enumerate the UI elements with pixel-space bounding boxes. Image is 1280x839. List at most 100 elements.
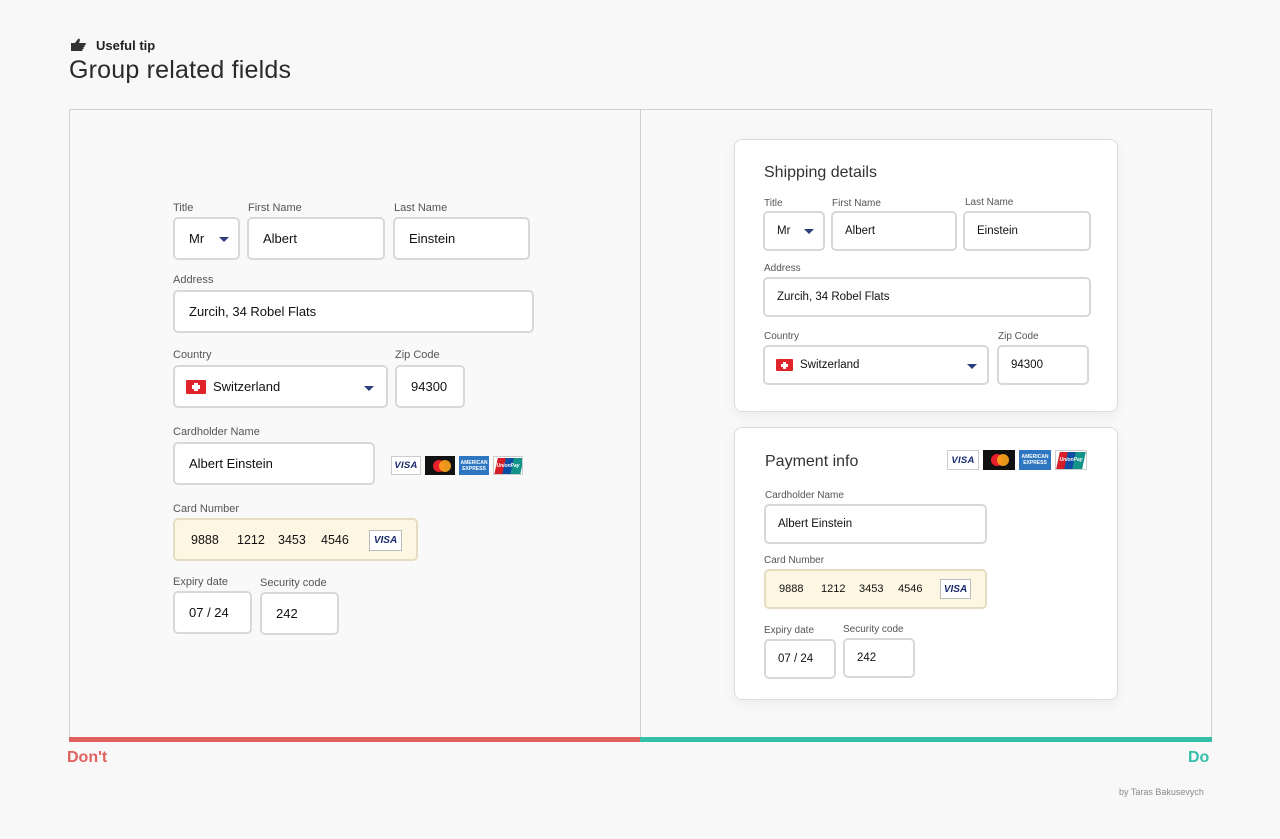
title-select[interactable]: Mr [173,217,240,260]
page-title: Group related fields [69,56,292,84]
chevron-down-icon [364,386,374,391]
card-number-input[interactable]: 9888 1212 3453 4546 VISA [173,518,418,561]
last-name-value: Einstein [977,225,1018,237]
address-input[interactable]: Zurcih, 34 Robel Flats [173,290,534,333]
security-value: 242 [276,606,298,621]
first-name-label: First Name [832,198,881,209]
card-segment: 3453 [278,533,306,547]
last-name-input[interactable]: Einstein [963,211,1091,251]
card-brand-logos: VISA AMERICAN EXPRESS UnionPay [947,450,1087,470]
country-select[interactable]: Switzerland [173,365,388,408]
unionpay-logo-icon: UnionPay [493,456,523,475]
first-name-label: First Name [248,202,302,214]
amex-logo-icon: AMERICAN EXPRESS [1019,450,1051,470]
title-select[interactable]: Mr [763,211,825,251]
amex-logo-icon: AMERICAN EXPRESS [459,456,489,475]
card-brand-logos: VISA AMERICAN EXPRESS UnionPay [391,456,523,475]
chevron-down-icon [967,364,977,369]
visa-logo-icon: VISA [391,456,421,475]
author-credit: by Taras Bakusevych [1119,787,1204,797]
expiry-label: Expiry date [173,576,229,588]
payment-info-card: Payment info VISA AMERICAN EXPRESS Union… [734,427,1118,700]
first-name-input[interactable]: Albert [247,217,385,260]
card-segment: 4546 [898,583,923,595]
unionpay-logo-icon: UnionPay [1055,450,1087,470]
country-label: Country [173,349,212,361]
card-number-input[interactable]: 9888 1212 3453 4546 VISA [764,569,987,609]
unionpay-logo-text: UnionPay [496,462,520,469]
tip-label: Useful tip [96,37,156,53]
card-number-label: Card Number [173,503,240,515]
zip-input[interactable]: 94300 [997,345,1089,385]
dont-bar [69,737,640,742]
comparison-divider [640,109,641,741]
first-name-input[interactable]: Albert [831,211,957,251]
payment-title: Payment info [765,453,859,470]
security-input[interactable]: 242 [843,638,915,678]
expiry-label: Expiry date [764,625,815,636]
unionpay-logo-text: UnionPay [1059,457,1083,463]
visa-logo-icon: VISA [369,530,402,551]
last-name-value: Einstein [409,231,456,246]
pointing-hand-icon [71,38,86,51]
chevron-down-icon [219,237,229,242]
security-label: Security code [843,624,904,635]
card-segment: 1212 [821,583,846,595]
zip-value: 94300 [411,379,448,394]
expiry-value: 07 / 24 [189,605,229,620]
security-label: Security code [260,577,327,589]
address-label: Address [764,263,801,274]
cardholder-input[interactable]: Albert Einstein [173,442,375,485]
title-label: Title [764,198,783,209]
tip-row: Useful tip [70,37,155,53]
mastercard-logo-icon [983,450,1015,470]
card-segment: 4546 [321,533,349,547]
country-select-value: Switzerland [800,359,860,371]
title-label: Title [173,202,194,214]
cardholder-label: Cardholder Name [173,426,260,438]
address-input[interactable]: Zurcih, 34 Robel Flats [763,277,1091,317]
title-select-value: Mr [189,231,205,246]
do-verdict: Do [1188,749,1210,766]
do-bar [640,737,1212,742]
expiry-value: 07 / 24 [778,653,814,665]
card-segment: 9888 [191,533,219,547]
swiss-flag-icon [186,379,206,394]
card-segment: 1212 [237,533,265,547]
card-segment: 9888 [779,583,804,595]
zip-label: Zip Code [395,349,440,361]
first-name-value: Albert [845,225,876,237]
dont-verdict: Don't [67,749,108,766]
zip-label: Zip Code [998,331,1039,342]
expiry-input[interactable]: 07 / 24 [173,591,252,634]
card-segment: 3453 [859,583,884,595]
chevron-down-icon [804,229,814,234]
cardholder-input[interactable]: Albert Einstein [764,504,987,544]
cardholder-label: Cardholder Name [765,490,844,501]
expiry-input[interactable]: 07 / 24 [764,639,836,679]
visa-logo-icon: VISA [947,450,979,470]
shipping-title: Shipping details [764,164,877,181]
country-select[interactable]: Switzerland [763,345,989,385]
country-label: Country [764,331,800,342]
title-select-value: Mr [777,225,791,237]
last-name-input[interactable]: Einstein [393,217,530,260]
visa-logo-icon: VISA [940,579,971,599]
last-name-label: Last Name [965,197,1014,208]
address-value: Zurcih, 34 Robel Flats [189,304,317,319]
address-label: Address [173,274,214,286]
country-select-value: Switzerland [213,379,281,394]
zip-input[interactable]: 94300 [395,365,465,408]
last-name-label: Last Name [394,202,448,214]
address-value: Zurcih, 34 Robel Flats [777,291,890,303]
card-number-label: Card Number [764,555,825,566]
swiss-flag-icon [776,359,793,371]
mastercard-logo-icon [425,456,455,475]
cardholder-value: Albert Einstein [189,456,273,471]
zip-value: 94300 [1011,359,1043,371]
cardholder-value: Albert Einstein [778,518,853,530]
shipping-details-card: Shipping details Title First Name Last N… [734,139,1118,412]
security-value: 242 [857,652,877,664]
security-input[interactable]: 242 [260,592,339,635]
first-name-value: Albert [263,231,297,246]
